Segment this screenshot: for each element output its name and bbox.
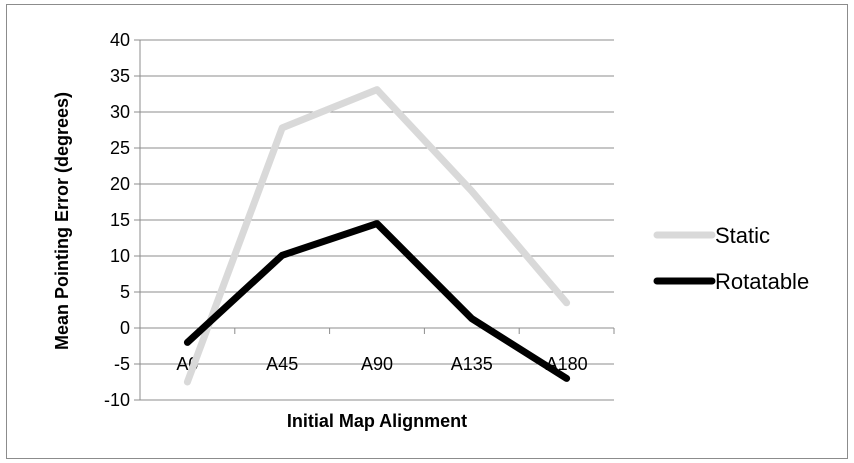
y-tick-labels: -10 -5 0 5 10 15 20 25 30 35 40 xyxy=(104,30,130,410)
legend: Static Rotatable xyxy=(653,223,809,294)
y-axis-title: Mean Pointing Error (degrees) xyxy=(52,92,72,350)
series-lines xyxy=(183,86,571,386)
y-tick-label: 40 xyxy=(110,30,130,50)
y-tick-label: -5 xyxy=(114,354,130,374)
x-tick-label: A45 xyxy=(266,354,298,374)
x-axis-title: Initial Map Alignment xyxy=(287,411,467,431)
y-tick-label: 20 xyxy=(110,174,130,194)
legend-label: Static xyxy=(715,223,770,248)
x-tick-label: A90 xyxy=(361,354,393,374)
y-tick-label: 35 xyxy=(110,66,130,86)
y-tick-label: 0 xyxy=(120,318,130,338)
axes xyxy=(139,40,615,400)
gridlines xyxy=(134,39,614,401)
x-tick-label: A135 xyxy=(451,354,493,374)
y-tick-label: 30 xyxy=(110,102,130,122)
y-tick-label: 10 xyxy=(110,246,130,266)
series-line-static xyxy=(183,86,571,386)
y-tick-label: 25 xyxy=(110,138,130,158)
legend-label: Rotatable xyxy=(715,269,809,294)
y-tick-label: -10 xyxy=(104,390,130,410)
y-tick-label: 5 xyxy=(120,282,130,302)
y-tick-label: 15 xyxy=(110,210,130,230)
